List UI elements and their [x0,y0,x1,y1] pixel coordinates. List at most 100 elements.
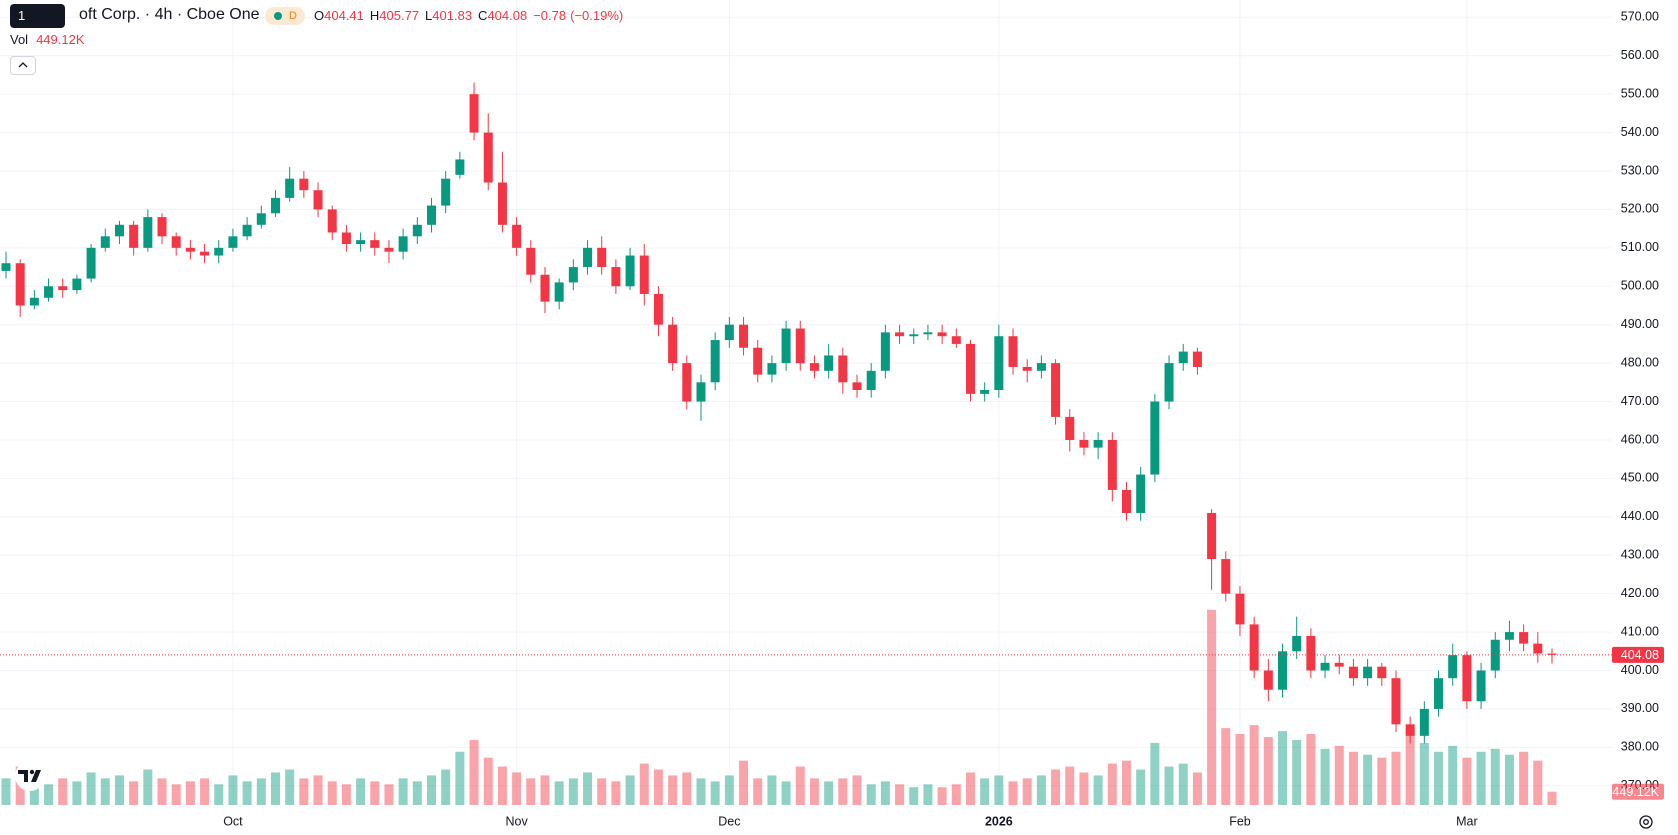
candle-body [1377,666,1387,679]
last-price-label: 404.08 [1621,648,1659,662]
candle-body [1547,653,1557,655]
y-tick-label: 550.00 [1621,86,1659,100]
candle-body [327,209,337,233]
volume-bar [58,778,68,805]
volume-bar [923,784,933,805]
volume-bar [356,778,366,805]
market-badge[interactable]: D [265,7,305,25]
status-dot [274,12,282,20]
volume-bar [866,784,876,805]
candle-body [313,190,323,210]
candle-body [1363,666,1373,679]
volume-bar [86,772,96,805]
volume-bar [526,778,536,805]
candle-body [384,247,394,252]
volume-bar [1221,728,1231,805]
candle-body [1022,366,1032,371]
volume-bar [668,775,678,805]
volume-bar [129,781,139,805]
candle-body [965,343,975,394]
tv-logo[interactable] [14,762,54,792]
volume-legend: Vol 449.12K [10,32,85,47]
volume-bar [1079,772,1089,805]
candle-body [1207,512,1217,560]
candle-body [1419,708,1429,736]
volume-bar [29,781,39,805]
volume-bar [228,775,238,805]
volume-bar [554,781,564,805]
volume-bar [114,775,124,805]
y-tick-label: 480.00 [1621,355,1659,369]
volume-bar [1263,736,1273,805]
volume-bar [753,778,763,805]
badge-label: D [289,10,297,22]
volume-bar [1192,772,1202,805]
volume-bar [625,775,635,805]
candle-body [1136,474,1146,513]
candle-body [185,247,195,252]
volume-bar [469,739,479,805]
volume-bar [171,784,181,805]
volume-bar [185,781,195,805]
volume-bar [44,784,54,805]
collapse-button[interactable] [10,56,36,75]
ohlc-value: 405.77 [379,8,420,23]
volume-bar [611,781,621,805]
volume-bar [1008,781,1018,805]
candle-body [427,205,437,225]
volume-bar [583,772,593,805]
volume-bar [270,772,280,805]
candle-body [838,355,848,383]
volume-bar [1164,766,1174,805]
volume-bar [427,775,437,805]
y-tick-label: 450.00 [1621,471,1659,485]
y-tick-label: 530.00 [1621,163,1659,177]
candle-body [625,255,635,287]
candle-body [696,382,706,402]
volume-bar [1348,751,1358,805]
y-tick-label: 460.00 [1621,432,1659,446]
candle-body [114,224,124,237]
y-tick-label: 560.00 [1621,48,1659,62]
candle-body [1164,363,1174,402]
volume-bar [895,784,905,805]
volume-bar [696,778,706,805]
candle-body [880,332,890,371]
candle-body [1448,655,1458,679]
volume-bar [1022,778,1032,805]
candle-body [809,363,819,371]
candle-body [1434,678,1444,709]
ohlc-key: L [425,8,433,23]
volume-bar [1178,763,1188,805]
y-tick-label: 440.00 [1621,509,1659,523]
candle-body [200,251,210,256]
candle-body [1292,635,1302,652]
volume-bar [1249,725,1259,805]
candle-body [753,347,763,375]
volume-bar [1306,734,1316,805]
candle-body [795,328,805,364]
volume-bar [299,778,309,805]
ohlc-key: H [369,8,380,23]
candle-body [469,94,479,133]
y-tick-label: 520.00 [1621,202,1659,216]
candle-body [1221,559,1231,594]
candle-body [270,197,280,214]
candle-body [1121,489,1131,513]
candle-body [1348,666,1358,679]
candle-body [341,232,351,244]
candle-body [58,286,68,291]
symbol-title[interactable]: oft Corp. · 4h · Cboe One [79,6,260,23]
candle-body [866,370,876,391]
candle-body [242,224,252,237]
candle-body [412,224,422,237]
candle-body [483,132,493,183]
chevron-icon [18,62,28,68]
settings-icon[interactable] [1637,813,1655,831]
x-tick-label: Feb [1229,814,1251,828]
volume-bar [682,772,692,805]
volume-bar [1476,751,1486,805]
volume-bar [852,775,862,805]
volume-bar [1547,791,1557,805]
volume-bar [1405,728,1415,805]
